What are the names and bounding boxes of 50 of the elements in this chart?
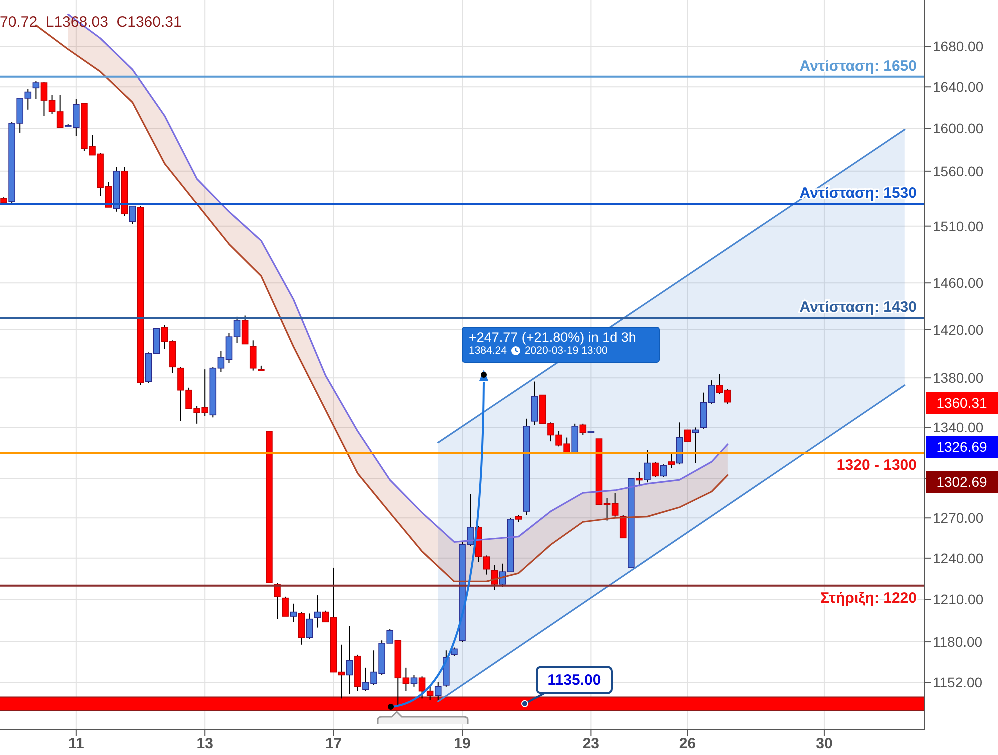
y-tick-label: 1510.00 [933,218,984,234]
ref-line-label: Αντίσταση: 1430 [800,299,917,316]
y-tick-label: 1240.00 [933,550,984,566]
y-tick-label: 1560.00 [933,163,984,180]
candlestick [282,596,289,618]
candlestick [660,464,667,478]
candlestick [620,514,627,539]
y-tick-label: 1420.00 [933,322,984,338]
y-tick-label: 1680.00 [933,38,984,54]
candlestick [410,674,418,688]
y-tick-label: 1640.00 [933,79,984,96]
x-tick-label: 13 [196,736,214,753]
candlestick [644,450,651,484]
ref-line-label: Στήριξη: 1220 [820,590,917,607]
candlestick [314,595,322,628]
y-tick-label: 1600.00 [933,120,984,137]
y-tick-label: 1460.00 [933,275,984,292]
ref-line-label: 1320 - 1300 [836,457,917,474]
text: 1302.69 [926,471,998,493]
candlestick [129,206,136,225]
candlestick [580,423,587,436]
y-tick-label: 1340.00 [933,420,984,436]
candlestick [346,626,354,695]
candlestick [32,80,40,100]
annotation: +247.77 (+21.80%) in 1d 3h [469,330,638,345]
annotation: 2020-03-19 13:00 [524,345,608,357]
band-label: 1135.00 [548,672,602,690]
x-tick-label: 11 [68,736,84,753]
x-tick-label: 23 [582,736,600,753]
x-tick-label: 26 [679,736,696,753]
x-tick-label: 19 [454,736,471,753]
y-tick-label: 1180.00 [933,634,983,650]
candlestick [242,315,249,345]
y-tick-label: 1270.00 [933,510,984,526]
y-tick-label: 1210.00 [933,592,984,608]
candlestick [250,340,257,372]
x-tick-label: 30 [816,736,833,753]
ref-line-label: Αντίσταση: 1650 [800,58,917,75]
x-tick-label: 17 [325,736,342,753]
y-tick-label: 1152.00 [933,674,983,690]
y-tick-label: 1380.00 [933,370,984,386]
candlestick [652,462,659,478]
text: 1360.31 [926,392,998,414]
candlestick [306,613,314,640]
text: 1326.69 [926,436,998,458]
candlestick [290,603,297,623]
candlestick [668,452,676,469]
annotation: 1384.24 [469,345,507,357]
candlestick [636,472,643,488]
candlestick [684,430,692,442]
